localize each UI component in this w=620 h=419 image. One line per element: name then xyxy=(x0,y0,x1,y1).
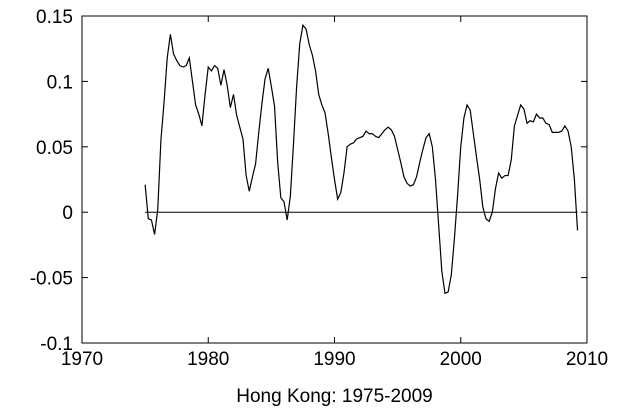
x-axis-label: Hong Kong: 1975-2009 xyxy=(236,386,433,407)
y-tick-label: -0.05 xyxy=(30,269,73,290)
x-tick-label: 1980 xyxy=(187,349,229,370)
series-line xyxy=(144,23,579,295)
y-tick-label: 0.15 xyxy=(36,7,73,28)
axis-ticks xyxy=(81,15,588,344)
x-tick-label: 2000 xyxy=(440,349,482,370)
y-tick-label: 0.1 xyxy=(47,72,73,93)
axis-tick-labels: 1970 1980 1990 2000 2010 -0.1 -0.05 0 0.05 0.1 0.1… xyxy=(30,7,608,370)
x-tick-label: 2010 xyxy=(566,349,608,370)
x-tick-label: 1990 xyxy=(313,349,355,370)
y-tick-label: -0.1 xyxy=(40,334,73,355)
y-tick-label: 0 xyxy=(62,203,73,224)
y-tick-label: 0.05 xyxy=(36,138,73,159)
x-tick-label: 1970 xyxy=(61,349,103,370)
